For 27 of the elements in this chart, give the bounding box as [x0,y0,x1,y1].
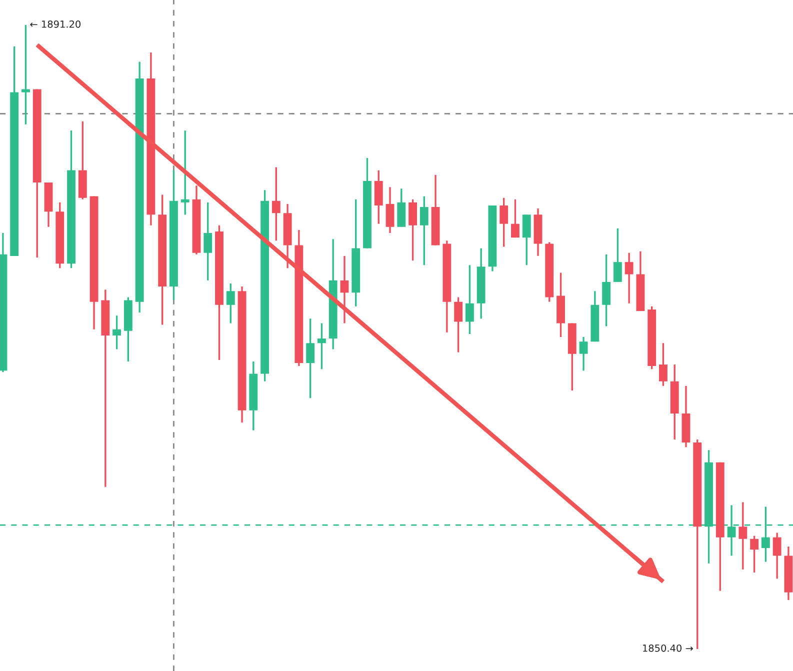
annotation: ← 1891.20 [30,20,81,28]
candlestick [22,24,30,126]
candlestick [522,214,531,266]
candlestick [511,198,520,238]
candlestick [454,296,463,354]
candlestick [738,501,748,570]
candlestick [112,314,122,350]
candlestick [465,264,474,335]
candlestick [204,202,212,282]
candlestick [750,534,759,574]
candlestick [226,282,235,324]
candlestick [659,342,668,387]
candlestick [613,228,622,283]
candlestick [386,186,394,234]
candlestick [272,166,280,242]
candlestick [317,322,326,370]
candlestick [500,196,508,248]
candlestick [420,195,428,266]
candlestick [340,255,349,324]
annotation: 1850.40 → [643,644,693,652]
candlestick [624,252,634,304]
candlestick [602,254,611,328]
candlestick [772,532,782,580]
candlestick [408,198,417,262]
candlestick [579,336,588,372]
candlestick [180,130,190,216]
candlestick [306,318,315,400]
